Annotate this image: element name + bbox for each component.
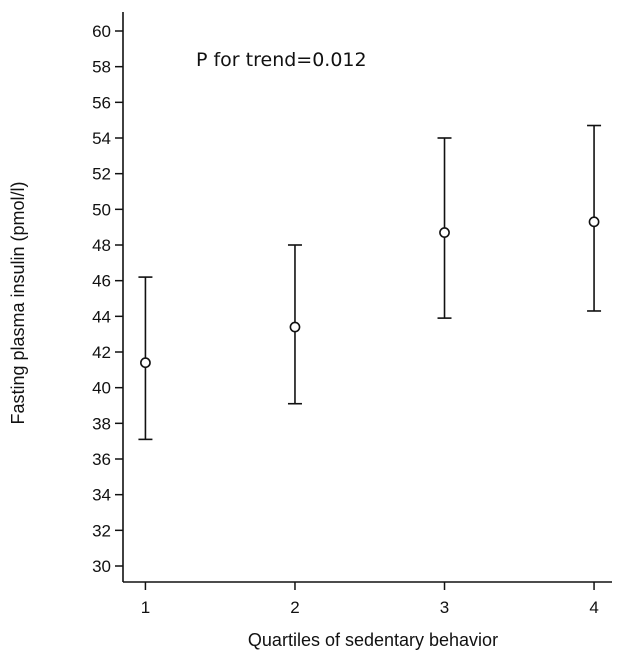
y-axis: 30 32 34 36 38 40 42 44 46 48 50 52 54 56 58 60 <box>92 12 124 582</box>
y-tick-label: 40 <box>92 379 111 398</box>
y-tick-label: 34 <box>92 486 111 505</box>
x-tick-label: 1 <box>141 598 150 617</box>
y-tick-label: 46 <box>92 272 111 291</box>
p-trend-annotation: P for trend=0.012 <box>196 49 367 71</box>
y-tick-label: 52 <box>92 165 111 184</box>
y-tick-label: 54 <box>92 129 111 148</box>
y-tick-label: 58 <box>92 58 111 77</box>
y-tick-label: 32 <box>92 521 111 540</box>
y-tick-label: 48 <box>92 236 111 255</box>
y-tick-label: 56 <box>92 93 111 112</box>
y-tick-label: 60 <box>92 22 111 41</box>
data-point <box>439 227 450 238</box>
y-tick-label: 30 <box>92 557 111 576</box>
x-tick-label: 4 <box>589 598 598 617</box>
y-tick-label: 44 <box>92 307 111 326</box>
x-axis-label: Quartiles of sedentary behavior <box>248 630 498 650</box>
y-tick-label: 42 <box>92 343 111 362</box>
plot-marks <box>138 124 602 441</box>
y-tick-label: 38 <box>92 414 111 433</box>
data-point <box>289 321 301 333</box>
data-point <box>140 357 151 369</box>
data-point <box>588 216 600 228</box>
x-axis: 1 2 3 4 <box>123 581 612 617</box>
x-tick-label: 2 <box>290 598 299 617</box>
y-axis-label: Fasting plasma insulin (pmol/l) <box>8 181 28 424</box>
y-tick-label: 36 <box>92 450 111 469</box>
y-tick-label: 50 <box>92 200 111 219</box>
x-tick-label: 3 <box>440 598 449 617</box>
